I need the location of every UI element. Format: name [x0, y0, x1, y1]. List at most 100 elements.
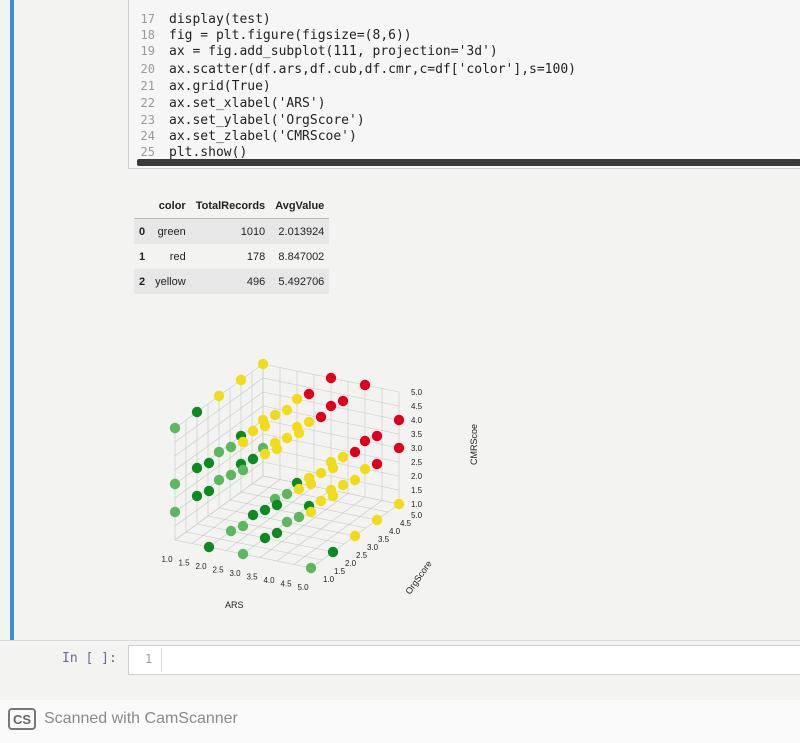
z-tick-label: 4.5	[411, 402, 423, 411]
table-row: 1 red 178 8.847002	[134, 244, 329, 269]
scatter-point	[203, 457, 215, 469]
scatter-point	[169, 422, 181, 434]
z-tick-label: 5.0	[411, 388, 423, 397]
cell-avg-value: 8.847002	[278, 250, 325, 263]
horizontal-scrollbar[interactable]	[137, 159, 800, 166]
y-tick-label: 1.0	[323, 575, 335, 584]
y-tick-label: 3.0	[367, 543, 379, 552]
scatter-point	[393, 498, 405, 510]
scatter-point	[281, 404, 293, 416]
scatter-point	[247, 425, 259, 437]
x-tick-label: 2.0	[195, 562, 207, 571]
plot-canvas: 1.0 1.5 2.0 2.5 3.0 3.5 4.0 4.5 5.01.01.52.02.53…	[161, 358, 479, 610]
grid-line	[259, 493, 349, 558]
x-tick-label: 3.0	[229, 569, 241, 578]
scatter-point	[349, 474, 361, 486]
scatter-point	[393, 442, 405, 454]
scatter-point	[327, 546, 339, 558]
scatter-point	[203, 541, 215, 553]
grid-line	[174, 377, 264, 443]
table-row: 0 green 1010 2.013924	[134, 218, 330, 244]
scatter-point	[337, 395, 349, 407]
scatter-point	[169, 506, 181, 518]
x-tick-label: 4.5	[280, 580, 292, 589]
scatter-point	[259, 504, 271, 516]
table-row: 2 yellow 496 5.492706	[134, 269, 330, 294]
input-prompt: In [ ]:	[62, 651, 117, 666]
code-line[interactable]: 20 ax.scatter(df.ars,df.cub,df.cmr,c=df['…	[140, 62, 576, 77]
code-line[interactable]: 21 ax.grid(True)	[140, 79, 271, 94]
scatter-point	[237, 436, 249, 448]
z-tick-label: 1.5	[411, 486, 423, 495]
scatter-point	[191, 462, 203, 474]
x-tick-label: 3.5	[246, 573, 258, 582]
grid-line	[276, 496, 366, 562]
y-tick-label: 5.0	[411, 511, 423, 520]
plot-points	[169, 358, 405, 574]
scatter-point	[237, 548, 249, 560]
scatter-point	[303, 388, 315, 400]
scatter-point	[213, 446, 225, 458]
code-line[interactable]: 19 ax = fig.add_subplot(111, projection='…	[140, 44, 498, 59]
cell-color: red	[169, 250, 186, 263]
grid-line	[262, 377, 400, 407]
scatter-point	[281, 488, 293, 500]
scatter-point	[293, 427, 305, 439]
y-tick-label: 3.5	[378, 535, 390, 544]
code-line[interactable]: 18 fig = plt.figure(figsize=(8,6))	[140, 28, 412, 43]
scatter-point	[371, 514, 383, 526]
y-tick-label: 4.5	[400, 519, 412, 528]
z-tick-label: 4.0	[411, 416, 423, 425]
scatter-point	[393, 414, 405, 426]
scatter-point	[235, 374, 247, 386]
scatter-point	[349, 530, 361, 542]
code-line[interactable]: 24 ax.set_zlabel('CMRScoe')	[140, 129, 357, 144]
x-tick-label: 1.5	[178, 559, 190, 568]
y-tick-label: 4.0	[389, 527, 401, 536]
scatter-point	[327, 462, 339, 474]
scatter-point	[349, 446, 361, 458]
y-tick-label: 1.5	[334, 567, 346, 576]
scatter-point	[271, 499, 283, 511]
scatter-point	[213, 474, 225, 486]
y-tick-label: 2.0	[345, 559, 357, 568]
scatter-point	[247, 453, 259, 465]
line-number: 1	[145, 652, 153, 666]
code-line[interactable]: 22 ax.set_xlabel('ARS')	[140, 96, 326, 111]
code-line[interactable]: 25 plt.show()	[140, 145, 248, 160]
scatter-point	[325, 400, 337, 412]
x-tick-label: 1.0	[161, 555, 173, 564]
scatter-point	[169, 478, 181, 490]
scatter-point	[359, 379, 371, 391]
row-index: 0	[134, 218, 151, 244]
scatter-point	[371, 458, 383, 470]
scatter-point	[237, 464, 249, 476]
x-axis-label: ARS	[225, 600, 244, 610]
code-line[interactable]: 17 display(test)	[140, 12, 271, 27]
code-input[interactable]: 1	[128, 645, 800, 675]
z-tick-label: 3.0	[411, 444, 423, 453]
empty-input-cell	[0, 640, 800, 681]
scatter-point	[325, 372, 337, 384]
cell-total-records: 496	[190, 269, 271, 294]
scatter-point	[271, 527, 283, 539]
color-header: color	[150, 194, 191, 219]
code-cell[interactable]: 17 display(test) 18 fig = plt.figure(figsi…	[128, 0, 800, 169]
scan-footer	[0, 700, 800, 743]
scatter-point	[359, 463, 371, 475]
plot-ticks: 1.0 1.5 2.0 2.5 3.0 3.5 4.0 4.5 5.01.01.52.02.53…	[161, 388, 422, 592]
row-index: 2	[134, 269, 151, 294]
z-axis-label: CMRScoe	[469, 424, 479, 465]
code-line[interactable]: 23 ax.set_ylabel('OrgScore')	[140, 113, 365, 128]
y-tick-label: 2.5	[356, 551, 368, 560]
scatter-point	[225, 441, 237, 453]
scatter-3d-plot: 1.0 1.5 2.0 2.5 3.0 3.5 4.0 4.5 5.0 1.0 1.5 2.0 2.5 3…	[140, 300, 520, 620]
gutter-divider	[161, 648, 162, 672]
cell-total-records: 1010	[190, 218, 271, 244]
scatter-point	[271, 443, 283, 455]
z-tick-label: 1.0	[411, 500, 423, 509]
row-index: 1	[139, 250, 146, 263]
scatter-point	[315, 467, 327, 479]
table-header-row: color TotalRecords AvgValue	[134, 194, 330, 219]
scatter-point	[305, 562, 317, 574]
